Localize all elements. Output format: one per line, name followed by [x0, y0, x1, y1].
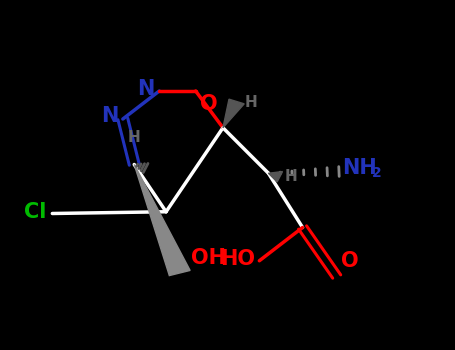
Text: 2: 2 [372, 166, 382, 180]
Text: H: H [245, 95, 258, 110]
Text: NH: NH [343, 158, 377, 178]
Text: O: O [341, 251, 359, 271]
Text: HO: HO [220, 249, 255, 269]
Text: O: O [200, 94, 218, 114]
Text: H: H [128, 130, 141, 145]
Text: OH: OH [191, 248, 226, 268]
Text: N: N [101, 105, 118, 126]
Text: Cl: Cl [25, 202, 47, 222]
Polygon shape [134, 164, 190, 275]
Text: N: N [137, 79, 155, 99]
Polygon shape [223, 99, 244, 128]
Polygon shape [268, 172, 283, 182]
Text: H: H [284, 169, 297, 183]
